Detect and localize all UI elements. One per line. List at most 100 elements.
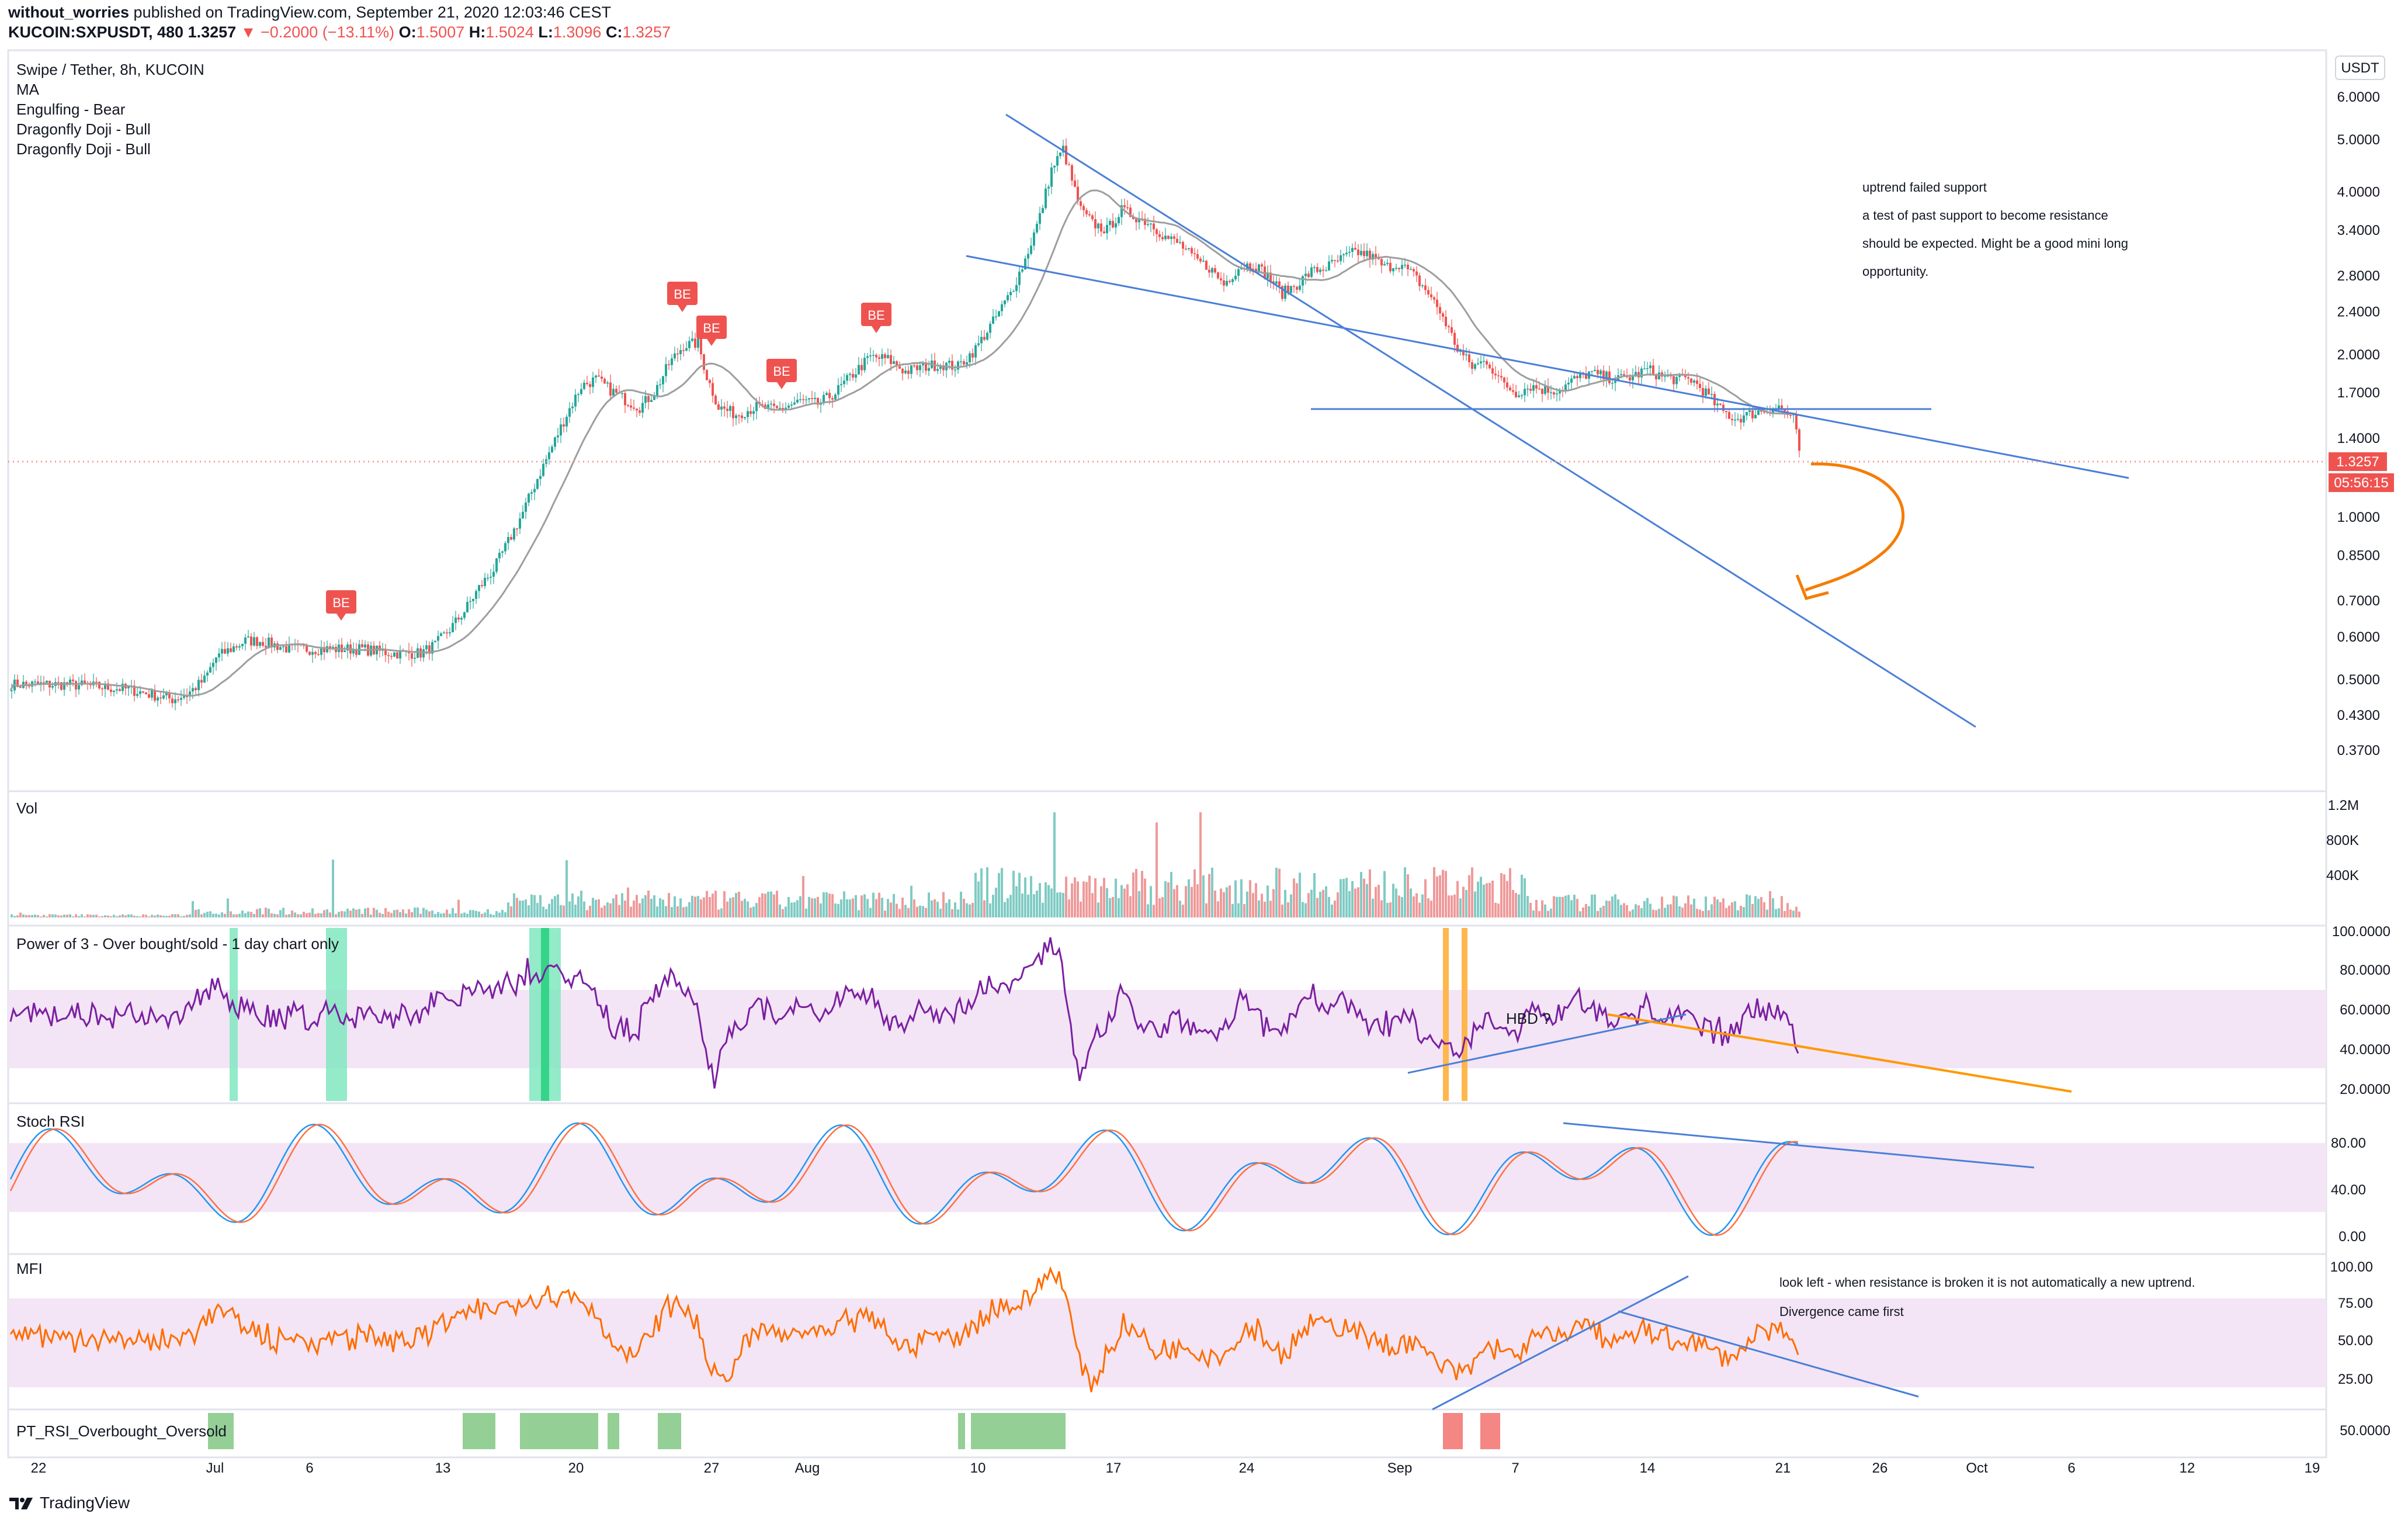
volume-bar	[1775, 909, 1777, 917]
volume-bar	[823, 892, 825, 917]
mfi-pane-label[interactable]: MFI	[16, 1260, 43, 1277]
mfi-note-1[interactable]: look left - when resistance is broken it…	[1779, 1275, 2195, 1290]
candle-body	[1380, 259, 1383, 266]
note-line-1[interactable]: uptrend failed support	[1862, 180, 1987, 195]
candle-body	[1407, 264, 1409, 269]
legend-ma[interactable]: MA	[16, 81, 40, 98]
volume-bar	[437, 912, 439, 917]
volume-bar	[1325, 886, 1327, 917]
mfi-uptrend-line[interactable]	[1432, 1275, 1689, 1411]
volume-bar	[370, 915, 372, 917]
footer-brand[interactable]: TradingView	[40, 1494, 130, 1512]
candle-body	[983, 337, 986, 340]
candle-body	[1287, 285, 1289, 293]
trend-drawings[interactable]	[8, 113, 2326, 1411]
legend-engulfing[interactable]: Engulfing - Bear	[16, 101, 126, 118]
volume-bar	[183, 916, 185, 917]
power3-resistance-line[interactable]	[1607, 1013, 2072, 1093]
volume-bar	[589, 906, 591, 917]
volume-bar	[1500, 873, 1503, 917]
candle-body	[1553, 392, 1555, 395]
projection-arrow[interactable]	[1805, 462, 1905, 592]
stoch-pane-label[interactable]: Stoch RSI	[16, 1113, 85, 1130]
note-line-2[interactable]: a test of past support to become resista…	[1862, 208, 2108, 223]
candle-body	[1655, 374, 1657, 380]
ptrsi-pane-label[interactable]: PT_RSI_Overbought_Oversold	[16, 1422, 227, 1440]
candle-body	[919, 365, 921, 370]
volume-bar	[48, 914, 51, 917]
power3-pane-label[interactable]: Power of 3 - Over bought/sold - 1 day ch…	[16, 935, 339, 952]
volume-bar	[785, 906, 787, 917]
price-tick-label: 0.7000	[2337, 593, 2380, 609]
descending-resistance-line[interactable]	[966, 255, 2129, 479]
candle-body	[154, 690, 156, 701]
candle-body	[925, 362, 927, 371]
engulfing-bear-marker[interactable]: BE	[861, 303, 891, 333]
legend-doji-2[interactable]: Dragonfly Doji - Bull	[16, 140, 151, 158]
volume-bar	[92, 915, 95, 917]
volume-bar	[1138, 891, 1140, 917]
volume-bar	[1059, 892, 1061, 917]
candle-body	[627, 405, 629, 406]
volume-bar	[119, 915, 121, 917]
volume-bar	[618, 905, 620, 917]
vol-pane-label[interactable]: Vol	[16, 799, 37, 817]
tradingview-logo-icon[interactable]	[8, 1495, 34, 1511]
volume-bar	[1126, 884, 1129, 917]
candle-body	[84, 680, 86, 684]
volume-bar	[1342, 879, 1345, 917]
candle-body	[679, 350, 682, 354]
hbd-note[interactable]: HBD ?	[1506, 1010, 1551, 1027]
volume-bar	[606, 902, 609, 917]
mfi-note-2[interactable]: Divergence came first	[1779, 1304, 1904, 1319]
volume-bar	[1313, 873, 1316, 917]
candle-body	[1398, 268, 1400, 269]
note-line-4[interactable]: opportunity.	[1862, 264, 1928, 279]
candle-body	[1354, 248, 1356, 250]
volume-bar	[265, 908, 267, 917]
volume-bar	[595, 899, 597, 917]
candle-body	[1278, 281, 1281, 286]
volume-bar	[1360, 872, 1362, 917]
volume-bar	[1556, 896, 1558, 917]
volume-bar	[817, 896, 819, 917]
falling-wedge-lower-line[interactable]	[1005, 113, 1976, 728]
price-change: −0.2000 (−13.11%)	[260, 23, 395, 41]
volume-bar	[1345, 878, 1348, 917]
candle-body	[709, 380, 711, 383]
volume-bar	[1246, 891, 1248, 917]
note-line-3[interactable]: should be expected. Might be a good mini…	[1862, 236, 2128, 251]
candle-body	[717, 404, 720, 410]
engulfing-bear-marker[interactable]: BE	[326, 590, 356, 621]
volume-bar	[557, 894, 559, 917]
currency-badge[interactable]: USDT	[2335, 56, 2385, 80]
volume-bar	[808, 896, 810, 917]
candle-body	[203, 676, 206, 683]
annotations[interactable]: uptrend failed support a test of past su…	[1506, 180, 2195, 1319]
candle-body	[1179, 242, 1181, 243]
volume-bar	[717, 909, 720, 917]
engulfing-bear-marker[interactable]: BE	[766, 359, 797, 389]
volume-bar	[1290, 894, 1292, 917]
engulfing-bear-marker[interactable]: BE	[667, 282, 698, 312]
volume-bar	[393, 910, 395, 917]
candle-body	[308, 652, 311, 655]
candle-body	[1071, 165, 1073, 181]
volume-bar	[507, 902, 509, 917]
volume-bar	[1445, 871, 1447, 917]
power3-support-line[interactable]	[1407, 1013, 1687, 1074]
volume-bar	[945, 903, 948, 917]
volume-bar	[1570, 900, 1573, 917]
mfi-downtrend-line[interactable]	[1618, 1310, 1919, 1398]
candle-body	[685, 348, 688, 351]
stoch-resistance-line[interactable]	[1563, 1122, 2035, 1169]
volume-bar	[230, 911, 232, 917]
author-name[interactable]: without_worries	[8, 4, 130, 21]
legend-doji-1[interactable]: Dragonfly Doji - Bull	[16, 120, 151, 138]
candle-body	[1521, 395, 1523, 396]
legend-title[interactable]: Swipe / Tether, 8h, KUCOIN	[16, 61, 204, 78]
volume-bar	[598, 899, 600, 917]
candle-body	[285, 646, 287, 653]
engulfing-bear-marker[interactable]: BE	[696, 316, 727, 346]
